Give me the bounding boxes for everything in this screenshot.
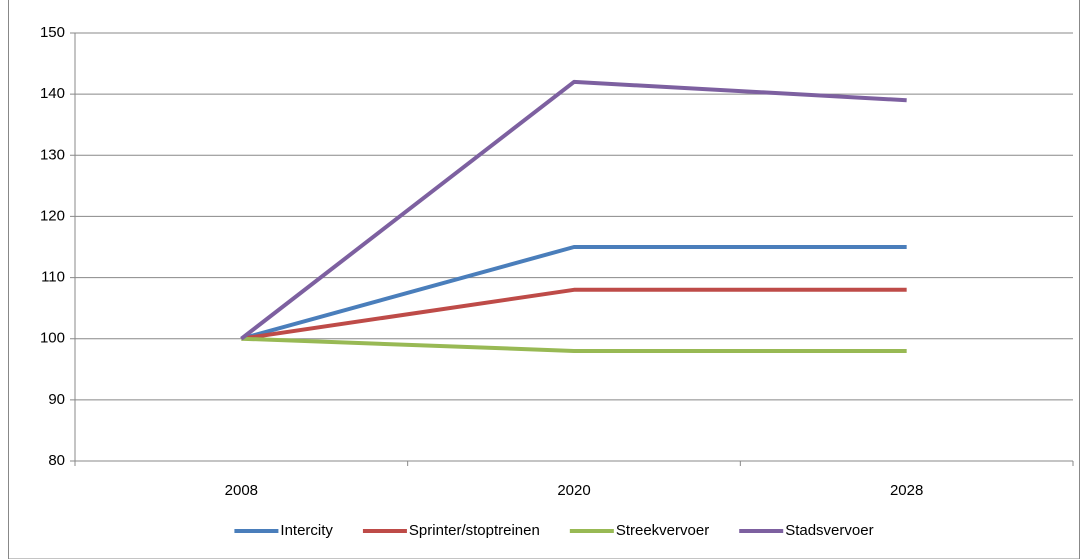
legend-label: Streekvervoer [616,522,709,539]
series-line [241,287,907,341]
legend-label: Sprinter/stoptreinen [409,522,540,539]
y-tick-label: 90 [48,391,65,408]
legend-label: Stadsvervoer [785,522,873,539]
y-tick-label: 80 [48,452,65,469]
legend-label: Intercity [280,522,333,539]
x-tick-label: 2008 [225,482,258,499]
y-tick-label: 130 [40,146,65,163]
series-line [240,245,907,341]
chart-border [8,0,1080,559]
y-tick-label: 110 [41,269,65,286]
x-tick-label: 2028 [890,482,923,499]
y-tick-label: 140 [40,85,65,102]
series-line [240,79,907,341]
y-tick-label: 120 [40,207,65,224]
y-tick-label: 150 [40,24,65,41]
series-line [241,336,907,353]
y-tick-label: 100 [40,330,65,347]
x-tick-label: 2020 [557,482,590,499]
